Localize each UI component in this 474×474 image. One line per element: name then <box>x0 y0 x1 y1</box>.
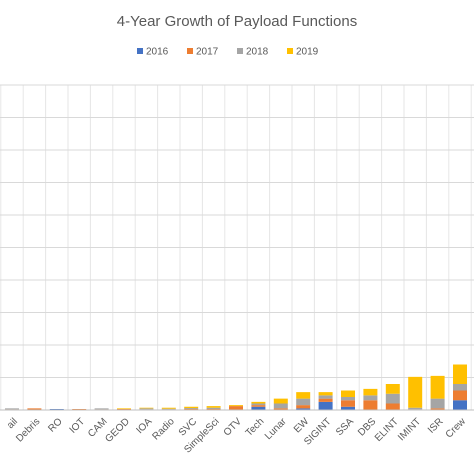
bar-segment <box>385 384 400 394</box>
bar-segment <box>341 390 355 397</box>
bar-segment <box>430 375 445 399</box>
bar-segment <box>161 408 176 410</box>
legend-label: 2016 <box>146 47 169 58</box>
legend-swatch <box>287 48 293 54</box>
bar-segment <box>341 397 355 401</box>
bar-segment <box>296 408 311 410</box>
bar-segment <box>27 408 42 410</box>
bar-segment <box>453 384 467 391</box>
legend-label: 2017 <box>196 47 219 58</box>
bar-segment <box>430 398 445 409</box>
bar-segment <box>363 388 378 396</box>
bar-segment <box>251 406 266 410</box>
bar-segment <box>251 403 266 406</box>
bar-segment <box>273 403 288 409</box>
bar-segment <box>341 400 355 407</box>
bar-segment <box>363 395 378 401</box>
bar-segment <box>251 405 266 407</box>
bar-segment <box>5 408 19 410</box>
bar-segment <box>318 392 333 396</box>
bar-segment <box>229 405 243 407</box>
bar-segment <box>273 408 288 410</box>
bar-segment <box>363 400 378 410</box>
chart-title: 4-Year Growth of Payload Functions <box>117 13 357 30</box>
bar-segment <box>296 392 311 399</box>
legend-swatch <box>237 48 243 54</box>
bar-segment <box>453 364 467 384</box>
bar-segment <box>117 408 131 410</box>
bar-segment <box>408 376 423 408</box>
legend-label: 2018 <box>246 47 269 58</box>
bar-segment <box>341 406 355 410</box>
bar-segment <box>229 406 243 410</box>
bar-segment <box>161 407 176 409</box>
bar-segment <box>318 398 333 402</box>
bar-segment <box>318 401 333 410</box>
bar-segment <box>296 398 311 406</box>
bar-segment <box>139 408 154 410</box>
bar-segment <box>206 406 221 408</box>
legend-swatch <box>137 48 143 54</box>
bar-segment <box>184 406 199 409</box>
bar-segment <box>385 403 400 410</box>
bar-segment <box>273 398 288 404</box>
bar-segment <box>318 395 333 399</box>
bar-segment <box>184 408 199 410</box>
bar-segment <box>94 408 109 410</box>
legend-swatch <box>187 48 193 54</box>
bar-segment <box>408 407 423 410</box>
bar-segment <box>296 405 311 409</box>
legend-label: 2019 <box>296 47 319 58</box>
bar-segment <box>385 393 400 404</box>
bar-segment <box>206 407 221 410</box>
bar-segment <box>453 400 467 410</box>
bar-segment <box>251 401 266 404</box>
bar-segment <box>453 390 467 401</box>
bar-segment <box>430 408 445 410</box>
bar-segment <box>139 407 154 409</box>
